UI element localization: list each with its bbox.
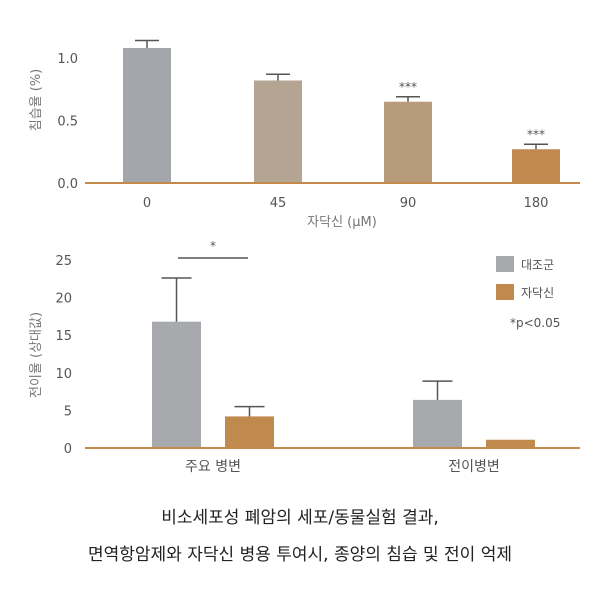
legend-label: 대조군 (521, 258, 554, 272)
caption-line-2: 면역항암제와 자닥신 병용 투여시, 종양의 침습 및 전이 억제 (88, 545, 512, 565)
y-tick-label: 25 (55, 254, 72, 269)
bar (413, 399, 462, 448)
y-tick-label: 5 (64, 404, 72, 419)
legend-swatch (496, 256, 514, 272)
x-axis-title: 자닥신 (μM) (307, 215, 377, 230)
x-tick-label: 180 (524, 196, 549, 211)
y-tick-label: 0.5 (57, 115, 78, 130)
x-tick-label: 전이병변 (448, 459, 500, 475)
bar (254, 80, 302, 183)
legend-swatch (496, 284, 514, 300)
bar (225, 416, 274, 448)
y-tick-label: 15 (55, 329, 72, 344)
x-tick-label: 0 (143, 196, 151, 211)
x-tick-label: 45 (270, 196, 287, 211)
significance-marker: *** (399, 80, 417, 94)
figure-canvas: 0.0 0.5 1.0 0 45 *** 90 *** 180 자닥신 (μM) 침습율 (%) 0 5… (29, 39, 580, 475)
caption-line-1: 비소세포성 폐암의 세포/동물실험 결과, (161, 508, 439, 528)
y-tick-label: 10 (55, 367, 72, 382)
bar (152, 321, 201, 448)
bar (123, 48, 171, 183)
significance-note: *p<0.05 (510, 316, 560, 330)
y-tick-label: 1.0 (57, 52, 78, 67)
y-tick-label: 0 (64, 442, 72, 457)
y-tick-label: 0.0 (57, 177, 78, 192)
significance-marker: * (210, 239, 216, 253)
x-tick-label: 주요 병변 (185, 459, 241, 475)
legend-label: 자닥신 (521, 286, 554, 300)
x-tick-label: 90 (400, 196, 417, 211)
y-axis-title: 전이율 (상대값) (29, 312, 44, 398)
significance-marker: *** (527, 127, 545, 141)
bar (486, 439, 535, 448)
bar (512, 149, 560, 183)
y-axis-title: 침습율 (%) (29, 69, 44, 132)
bar (384, 101, 432, 183)
y-tick-label: 20 (55, 292, 72, 307)
